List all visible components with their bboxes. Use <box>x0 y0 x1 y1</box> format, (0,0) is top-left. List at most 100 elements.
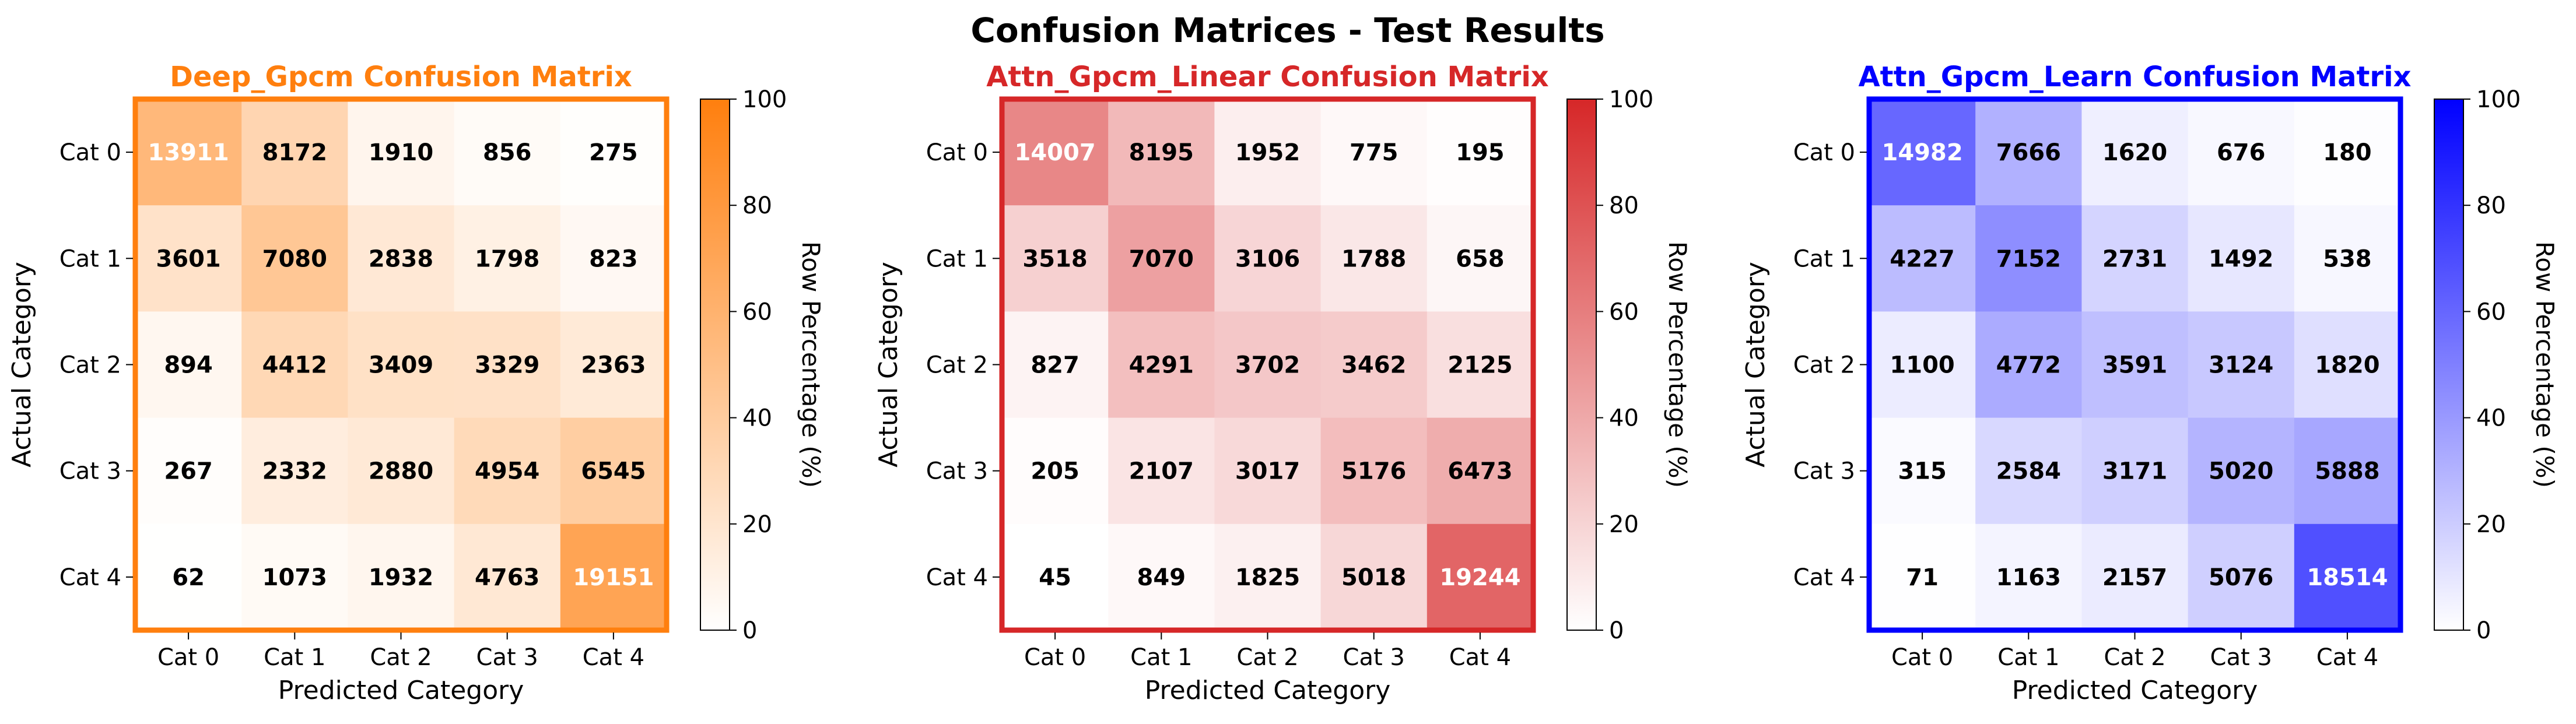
cell-value-label: 1910 <box>369 139 433 166</box>
heatmap-cell <box>454 523 561 631</box>
y-tick-label: Cat 4 <box>59 564 121 591</box>
heatmap-cell <box>560 205 667 312</box>
cell-value-label: 2107 <box>1129 458 1194 485</box>
heatmap-panel-2: Attn_Gpcm_Learn Confusion Matrix 14982 766… <box>1741 61 2559 705</box>
y-tick-label: Cat 0 <box>1793 139 1855 166</box>
x-tick-label: Cat 4 <box>1449 644 1511 671</box>
cell-value-label: 2838 <box>369 245 433 272</box>
heatmap-cell <box>1869 99 1976 206</box>
cell-value-label: 1820 <box>2315 352 2379 379</box>
colorbar-tick-label: 20 <box>1609 511 1639 538</box>
heatmap-cell <box>1002 417 1109 525</box>
panel-title: Attn_Gpcm_Linear Confusion Matrix <box>986 61 1549 93</box>
heatmap-cell <box>1108 205 1215 312</box>
heatmap-cell <box>1975 417 2082 525</box>
heatmap-cell <box>2294 99 2401 206</box>
heatmap-cell <box>241 311 348 419</box>
colorbar <box>700 99 730 631</box>
colorbar-tick-label: 20 <box>742 511 772 538</box>
cell-value-label: 823 <box>589 245 638 272</box>
heatmap-cell <box>348 205 455 312</box>
x-tick-label: Cat 0 <box>1891 644 1953 671</box>
heatmap-cell <box>560 99 667 206</box>
x-axis-label: Predicted Category <box>2012 676 2258 705</box>
cell-value-label: 3518 <box>1022 245 1087 272</box>
colorbar-tick-label: 80 <box>1609 192 1639 219</box>
cell-value-label: 8172 <box>262 139 327 166</box>
heatmap-cell <box>1214 523 1322 631</box>
cell-value-label: 3017 <box>1235 458 1300 485</box>
x-tick-label: Cat 0 <box>157 644 219 671</box>
x-axis-label: Predicted Category <box>278 676 524 705</box>
cell-value-label: 7070 <box>1129 245 1194 272</box>
cell-value-label: 8195 <box>1129 139 1194 166</box>
heatmap-cell <box>2188 523 2295 631</box>
heatmap-cell <box>2294 205 2401 312</box>
colorbar-tick-label: 60 <box>742 298 772 325</box>
cell-value-label: 3329 <box>475 352 539 379</box>
heatmap-panel-0: Deep_Gpcm Confusion Matrix 13911 8172 1910 8… <box>7 61 825 705</box>
x-tick-label: Cat 2 <box>370 644 432 671</box>
cell-value-label: 3409 <box>369 352 433 379</box>
cell-value-label: 14007 <box>1015 139 1096 166</box>
heatmap-cell <box>2188 99 2295 206</box>
x-tick-label: Cat 3 <box>476 644 538 671</box>
colorbar-label: Row Percentage (%) <box>2531 241 2559 488</box>
cell-value-label: 180 <box>2323 139 2372 166</box>
cell-value-label: 1492 <box>2209 245 2273 272</box>
heatmap-cell <box>1869 205 1976 312</box>
cell-value-label: 3591 <box>2102 352 2167 379</box>
heatmap-cell <box>241 417 348 525</box>
cell-value-label: 6545 <box>581 458 646 485</box>
heatmap-cell <box>1108 311 1215 419</box>
cell-value-label: 5176 <box>1341 458 1406 485</box>
cell-value-label: 1073 <box>262 564 327 591</box>
heatmap-cell <box>241 205 348 312</box>
cell-value-label: 1932 <box>369 564 433 591</box>
cell-value-label: 5076 <box>2209 564 2273 591</box>
x-tick-label: Cat 4 <box>583 644 644 671</box>
cell-value-label: 538 <box>2323 245 2372 272</box>
heatmap-cell <box>1320 417 1428 525</box>
colorbar-tick-label: 100 <box>742 86 787 113</box>
cell-value-label: 849 <box>1137 564 1186 591</box>
heatmap-cell <box>454 417 561 525</box>
cell-value-label: 19151 <box>573 564 654 591</box>
colorbar-tick-label: 40 <box>1609 405 1639 432</box>
heatmap-cell <box>2081 417 2189 525</box>
cell-value-label: 1952 <box>1235 139 1300 166</box>
cell-value-label: 1620 <box>2102 139 2167 166</box>
y-tick-label: Cat 4 <box>1793 564 1855 591</box>
x-tick-label: Cat 3 <box>1343 644 1405 671</box>
cell-value-label: 205 <box>1031 458 1080 485</box>
cell-value-label: 4412 <box>262 352 327 379</box>
heatmap-cell <box>1002 523 1109 631</box>
colorbar-tick-label: 60 <box>2476 298 2506 325</box>
cell-value-label: 5020 <box>2209 458 2273 485</box>
heatmap-cell <box>1427 205 1534 312</box>
heatmap-cell <box>1002 99 1109 206</box>
cell-value-label: 1825 <box>1235 564 1300 591</box>
heatmap-cell <box>1214 311 1322 419</box>
cell-value-label: 4291 <box>1129 352 1194 379</box>
heatmap-cell <box>241 99 348 206</box>
x-tick-label: Cat 2 <box>2104 644 2165 671</box>
heatmap-cell <box>348 523 455 631</box>
heatmap-cell <box>1214 99 1322 206</box>
heatmap-cell <box>1869 311 1976 419</box>
heatmap-cell <box>348 311 455 419</box>
cell-value-label: 315 <box>1898 458 1947 485</box>
cell-value-label: 658 <box>1456 245 1505 272</box>
colorbar-label: Row Percentage (%) <box>797 241 825 488</box>
y-axis-label: Actual Category <box>874 262 903 468</box>
heatmap-cell <box>1108 99 1215 206</box>
heatmap-cell <box>2294 417 2401 525</box>
heatmap-cell <box>1427 523 1534 631</box>
y-tick-label: Cat 2 <box>59 352 121 379</box>
heatmap-cell <box>2081 523 2189 631</box>
colorbar-tick-label: 40 <box>742 405 772 432</box>
cell-value-label: 2880 <box>369 458 433 485</box>
y-tick-label: Cat 4 <box>926 564 988 591</box>
cell-value-label: 195 <box>1456 139 1505 166</box>
